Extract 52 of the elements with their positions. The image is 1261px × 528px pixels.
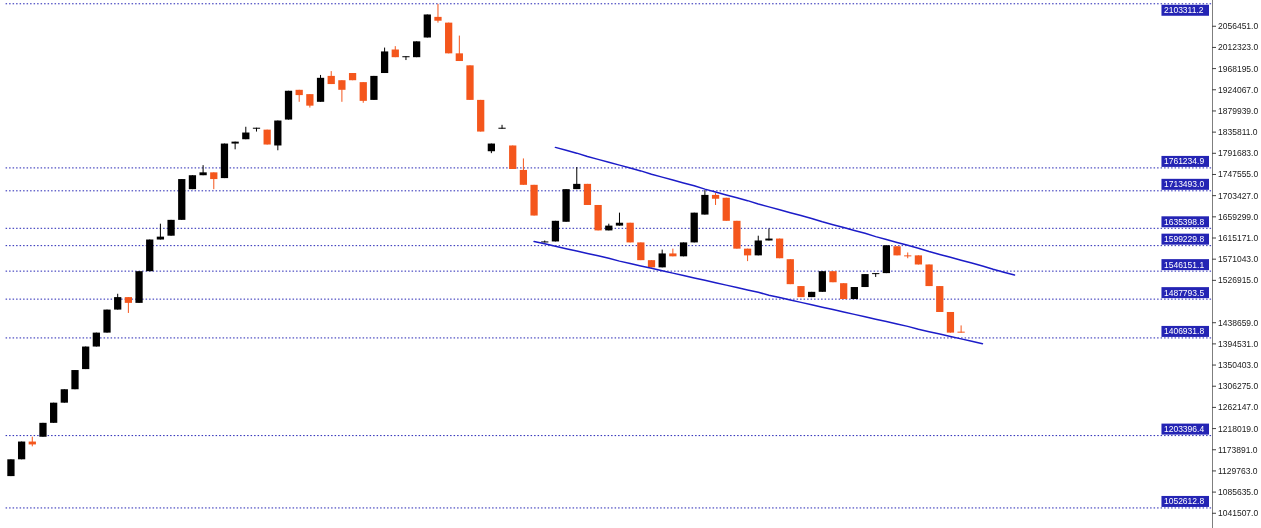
ref-line-label: 1635398.8	[1163, 216, 1205, 227]
y-tick-label: 1835811.0	[1218, 127, 1258, 138]
candlestick	[380, 47, 389, 74]
ref-line-label: 1599229.8	[1163, 234, 1205, 245]
y-tick-label: 1526915.0	[1218, 275, 1259, 286]
y-tick-label: 1085635.0	[1218, 487, 1259, 498]
candlestick	[818, 270, 826, 293]
y-tick-label: 1350403.0	[1218, 360, 1259, 371]
candlestick	[402, 55, 410, 61]
ref-line-label: 1487793.5	[1163, 287, 1205, 298]
y-tick-label: 1438659.0	[1218, 317, 1259, 328]
y-tick-label: 1306275.0	[1218, 381, 1259, 392]
y-tick-label: 1218019.0	[1218, 423, 1259, 434]
y-tick-label: 1924067.0	[1218, 84, 1259, 95]
candlestick	[669, 248, 677, 257]
y-tick-label: 1041507.0	[1218, 508, 1259, 519]
y-tick-label: 1615171.0	[1218, 233, 1259, 244]
y-tick-label: 1747555.0	[1218, 169, 1259, 180]
line-series	[554, 146, 1016, 276]
y-tick-label: 1571043.0	[1218, 254, 1259, 265]
y-tick-label: 1703427.0	[1218, 190, 1259, 201]
candlestick	[338, 79, 346, 103]
y-tick-label: 2012323.0	[1218, 42, 1259, 53]
candlestick	[231, 141, 239, 150]
y-tick-label: 1173891.0	[1218, 444, 1258, 455]
ref-line-label: 1406931.8	[1163, 326, 1205, 337]
candlestick	[199, 164, 207, 176]
y-tick-label: 1968195.0	[1218, 63, 1259, 74]
y-tick-label: 1879939.0	[1218, 105, 1259, 116]
ref-line-label: 1546151.1	[1163, 259, 1205, 270]
ref-line-label: 1203396.4	[1163, 424, 1205, 435]
candlestick	[455, 35, 463, 62]
candlestick	[423, 13, 431, 39]
ref-line-label: 2103311.2	[1163, 5, 1204, 16]
ref-line-label: 1713493.0	[1163, 179, 1205, 190]
candlestick	[701, 189, 709, 216]
candlestick	[498, 124, 506, 130]
candlestick	[509, 144, 517, 170]
candlestick	[957, 324, 965, 334]
y-tick-label: 1659299.0	[1218, 211, 1259, 222]
y-tick-label: 1129763.0	[1218, 465, 1258, 476]
y-tick-label: 1791683.0	[1218, 148, 1259, 159]
candlestick	[316, 74, 325, 103]
line-series	[533, 240, 984, 345]
candlestick	[519, 157, 528, 186]
y-tick-label: 2056451.0	[1218, 21, 1259, 32]
candlestick	[434, 3, 442, 24]
candlestick	[359, 81, 367, 104]
y-tick-label: 1394531.0	[1218, 338, 1259, 349]
ref-line-label: 1052612.8	[1163, 496, 1205, 507]
y-tick-label: 1262147.0	[1218, 402, 1259, 413]
ref-line-label: 1761234.9	[1163, 156, 1205, 167]
